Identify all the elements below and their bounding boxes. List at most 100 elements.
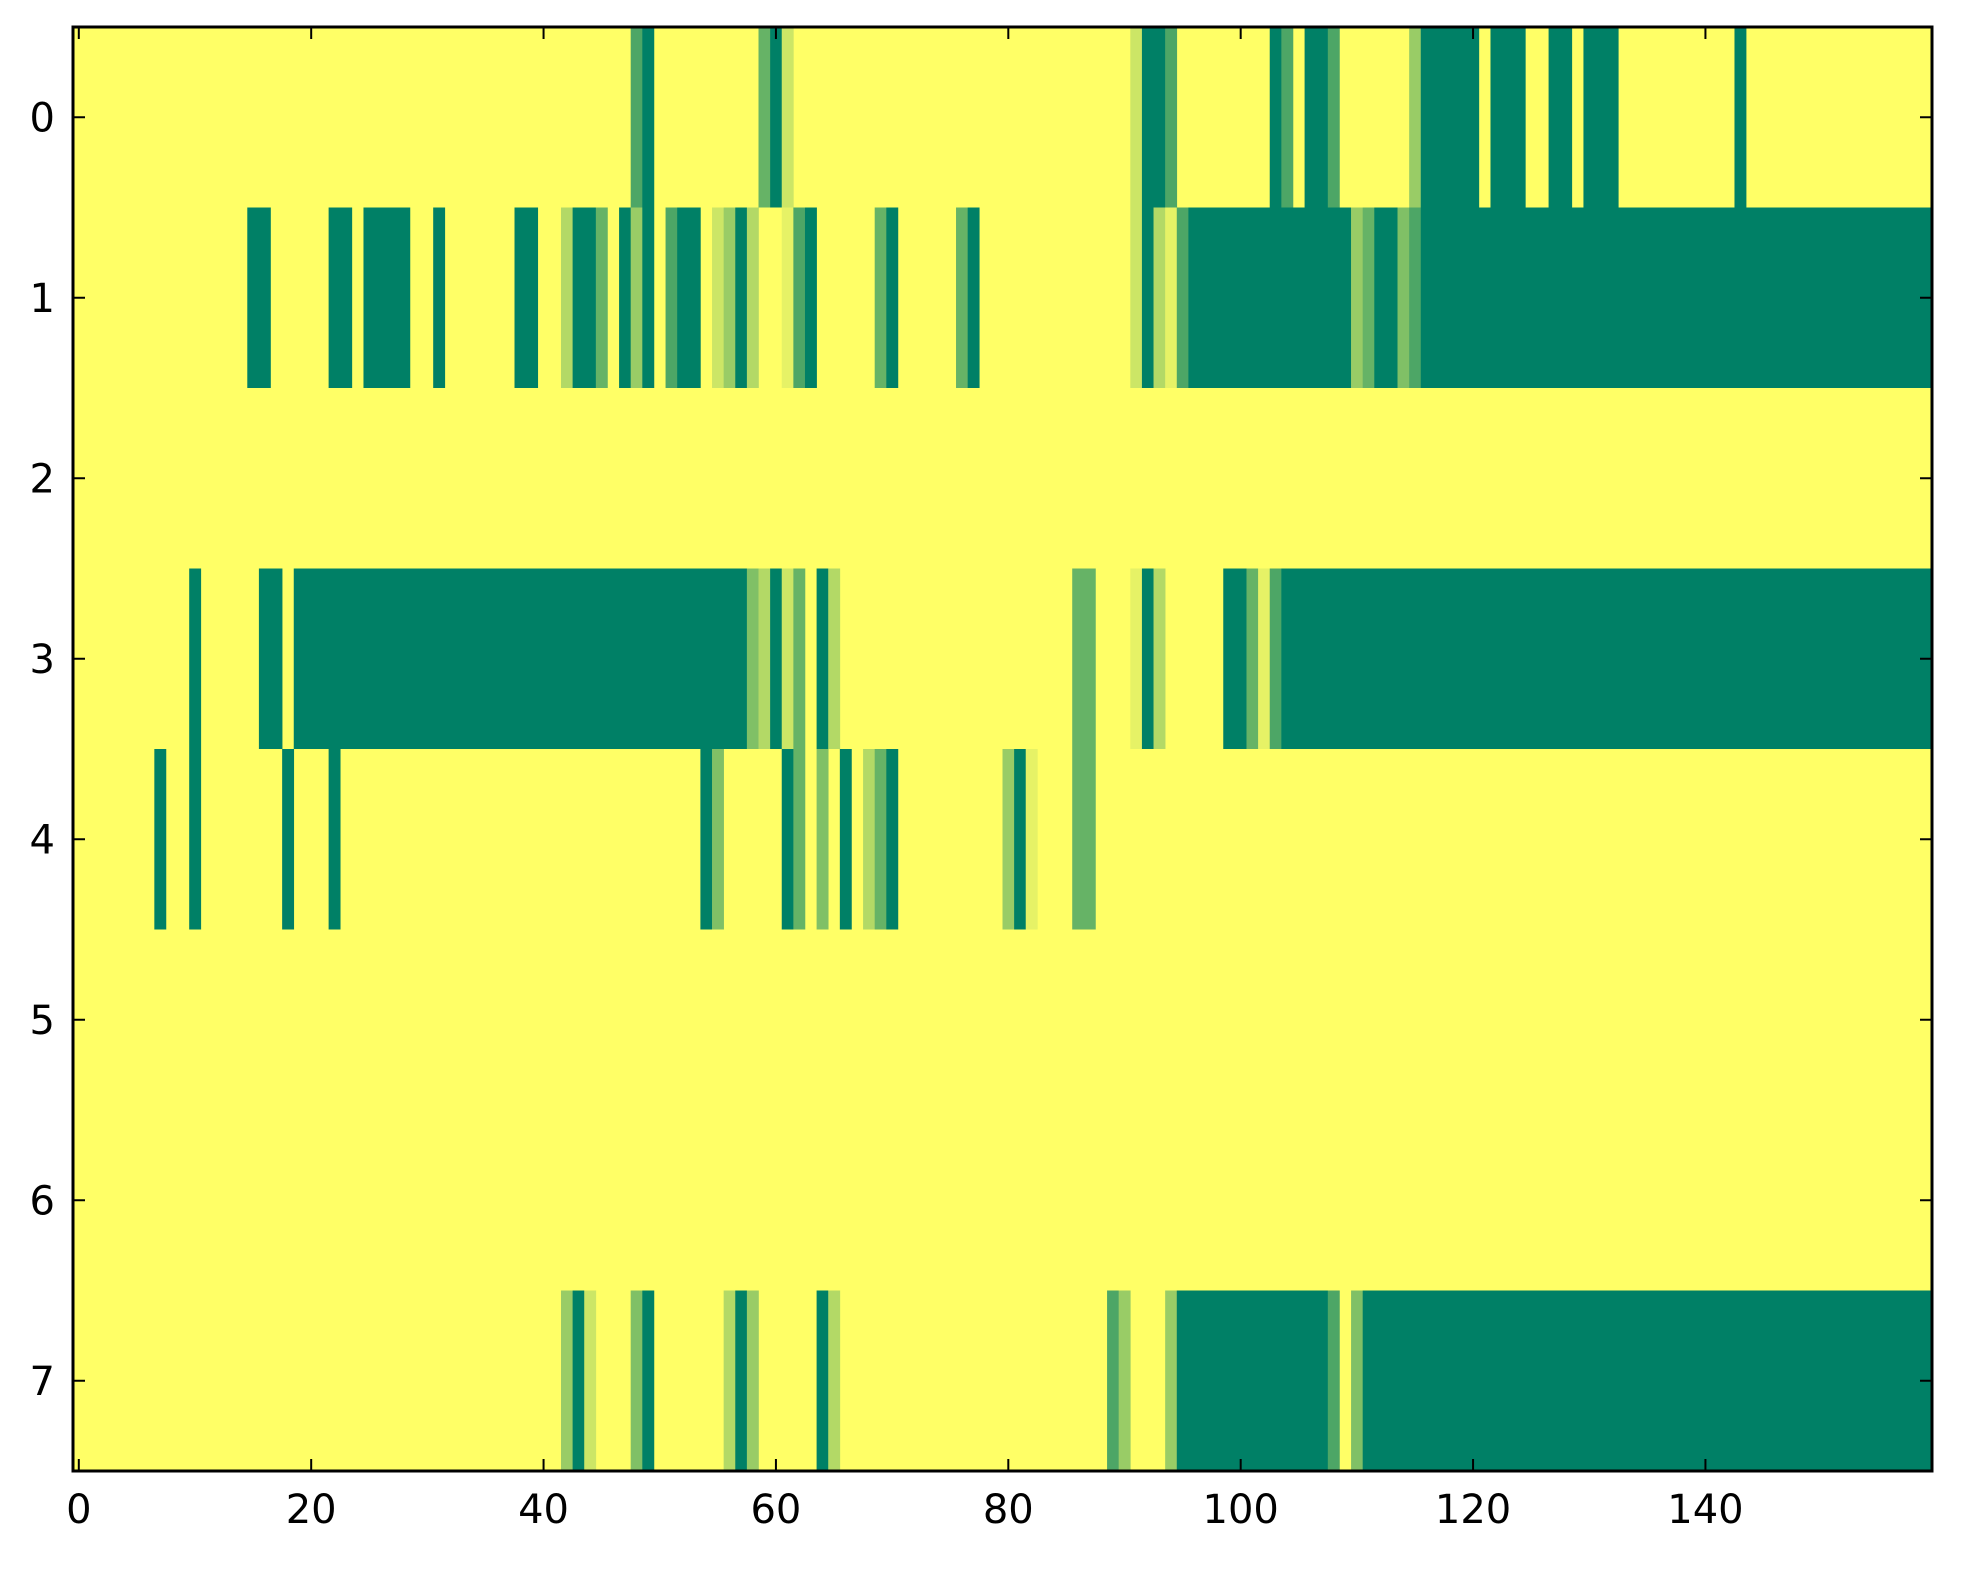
axis-ticks (73, 27, 1932, 1471)
heatmap-cell (595, 207, 608, 389)
heatmap-cell (1176, 1290, 1329, 1472)
heatmap-cell (1304, 27, 1329, 208)
heatmap-cell (560, 1290, 573, 1472)
heatmap-cell (1351, 1290, 1363, 1472)
x-tick-label: 100 (1203, 1487, 1279, 1533)
heatmap-cell (1490, 27, 1526, 208)
heatmap-cell (874, 207, 887, 389)
heatmap-cell (1327, 1290, 1340, 1472)
axis-tick-labels: 0 20 40 60 80 100 120 140 0 1 2 3 4 5 6 7 (30, 95, 1744, 1533)
x-tick-label: 140 (1667, 1487, 1743, 1533)
heatmap-cell (1223, 568, 1247, 750)
heatmap-cell (1327, 27, 1340, 208)
heatmap-cell (793, 207, 806, 389)
heatmap-cell (328, 207, 353, 389)
heatmap-cell (619, 207, 631, 389)
heatmap-cell (735, 1290, 748, 1472)
heatmap-cell (886, 207, 899, 389)
heatmap-cell (630, 27, 643, 208)
heatmap-cell (572, 1290, 585, 1472)
heatmap-cell (1141, 207, 1154, 389)
heatmap-cell (1153, 207, 1166, 389)
heatmap-cell (735, 207, 748, 389)
heatmap-cell (712, 207, 724, 389)
heatmap-cell (1409, 207, 1422, 389)
heatmap-cell (293, 568, 748, 750)
heatmap-cell (258, 568, 283, 750)
heatmap-row-background (73, 27, 1932, 208)
heatmap-cell (746, 207, 759, 389)
heatmap-cells (73, 27, 1933, 1472)
heatmap-cell (804, 207, 817, 389)
heatmap-cell (1165, 207, 1178, 389)
heatmap-cell (816, 749, 829, 930)
heatmap-cell (1141, 568, 1154, 750)
heatmap-cell (1072, 749, 1096, 930)
heatmap-cell (781, 568, 794, 750)
x-tick-label: 20 (286, 1487, 337, 1533)
heatmap-cell (1409, 27, 1422, 208)
heatmap-cell (1141, 27, 1166, 208)
heatmap-cell (758, 568, 771, 750)
heatmap-cell (282, 749, 295, 930)
heatmap-cell (665, 207, 678, 389)
heatmap-cell (572, 207, 597, 389)
heatmap-cell (1014, 749, 1027, 930)
heatmap-cell (758, 27, 771, 208)
heatmap-cell (1002, 749, 1015, 930)
heatmap-cell (874, 749, 887, 930)
heatmap-cell (630, 1290, 643, 1472)
heatmap-cell (1153, 568, 1166, 750)
heatmap-cell (630, 207, 643, 389)
heatmap-cell (1269, 27, 1282, 208)
heatmap-cell (189, 749, 202, 930)
y-tick-label: 2 (30, 456, 55, 502)
heatmap-cell (700, 749, 713, 930)
heatmap-cell (1246, 568, 1259, 750)
heatmap-row-background (73, 1110, 1932, 1291)
y-tick-label: 6 (30, 1178, 55, 1224)
heatmap-cell (828, 1290, 841, 1472)
heatmap-cell (1130, 207, 1143, 389)
heatmap-cell (1281, 568, 1933, 750)
heatmap-cell (247, 207, 271, 389)
heatmap-cell (1107, 1290, 1119, 1472)
heatmap-cell (770, 568, 783, 750)
heatmap-cell (642, 1290, 655, 1472)
heatmap-cell (1072, 568, 1096, 750)
heatmap-row-background (73, 388, 1932, 569)
heatmap-cell (154, 749, 167, 930)
heatmap-cell (1188, 207, 1352, 389)
heatmap-cell (793, 568, 806, 750)
heatmap-cell (1130, 568, 1143, 750)
heatmap-cell (1118, 1290, 1131, 1472)
heatmap-cell (189, 568, 202, 750)
heatmap-cell (793, 749, 806, 930)
heatmap-cell (770, 27, 783, 208)
heatmap-cell (816, 568, 829, 750)
heatmap-cell (1420, 207, 1933, 389)
heatmap-cell (514, 207, 539, 389)
heatmap-cell (1165, 27, 1178, 208)
x-tick-label: 120 (1435, 1487, 1511, 1533)
y-tick-label: 7 (30, 1359, 55, 1405)
heatmap-cell (1362, 207, 1375, 389)
heatmap-cell (781, 749, 794, 930)
heatmap-cell (642, 207, 655, 389)
heatmap-cell (433, 207, 446, 389)
heatmap-cell (1130, 27, 1143, 208)
heatmap-cell (712, 749, 724, 930)
heatmap-cell (642, 27, 655, 208)
heatmap-cell (328, 749, 341, 930)
heatmap-cell (1374, 207, 1398, 389)
heatmap-cell (560, 207, 573, 389)
heatmap-cell (723, 207, 736, 389)
heatmap-cell (1362, 1290, 1933, 1472)
heatmap-cell (863, 749, 875, 930)
heatmap-cell (1025, 749, 1038, 930)
heatmap-cell (677, 207, 701, 389)
heatmap-cell (1351, 207, 1363, 389)
heatmap-cell (1281, 27, 1294, 208)
